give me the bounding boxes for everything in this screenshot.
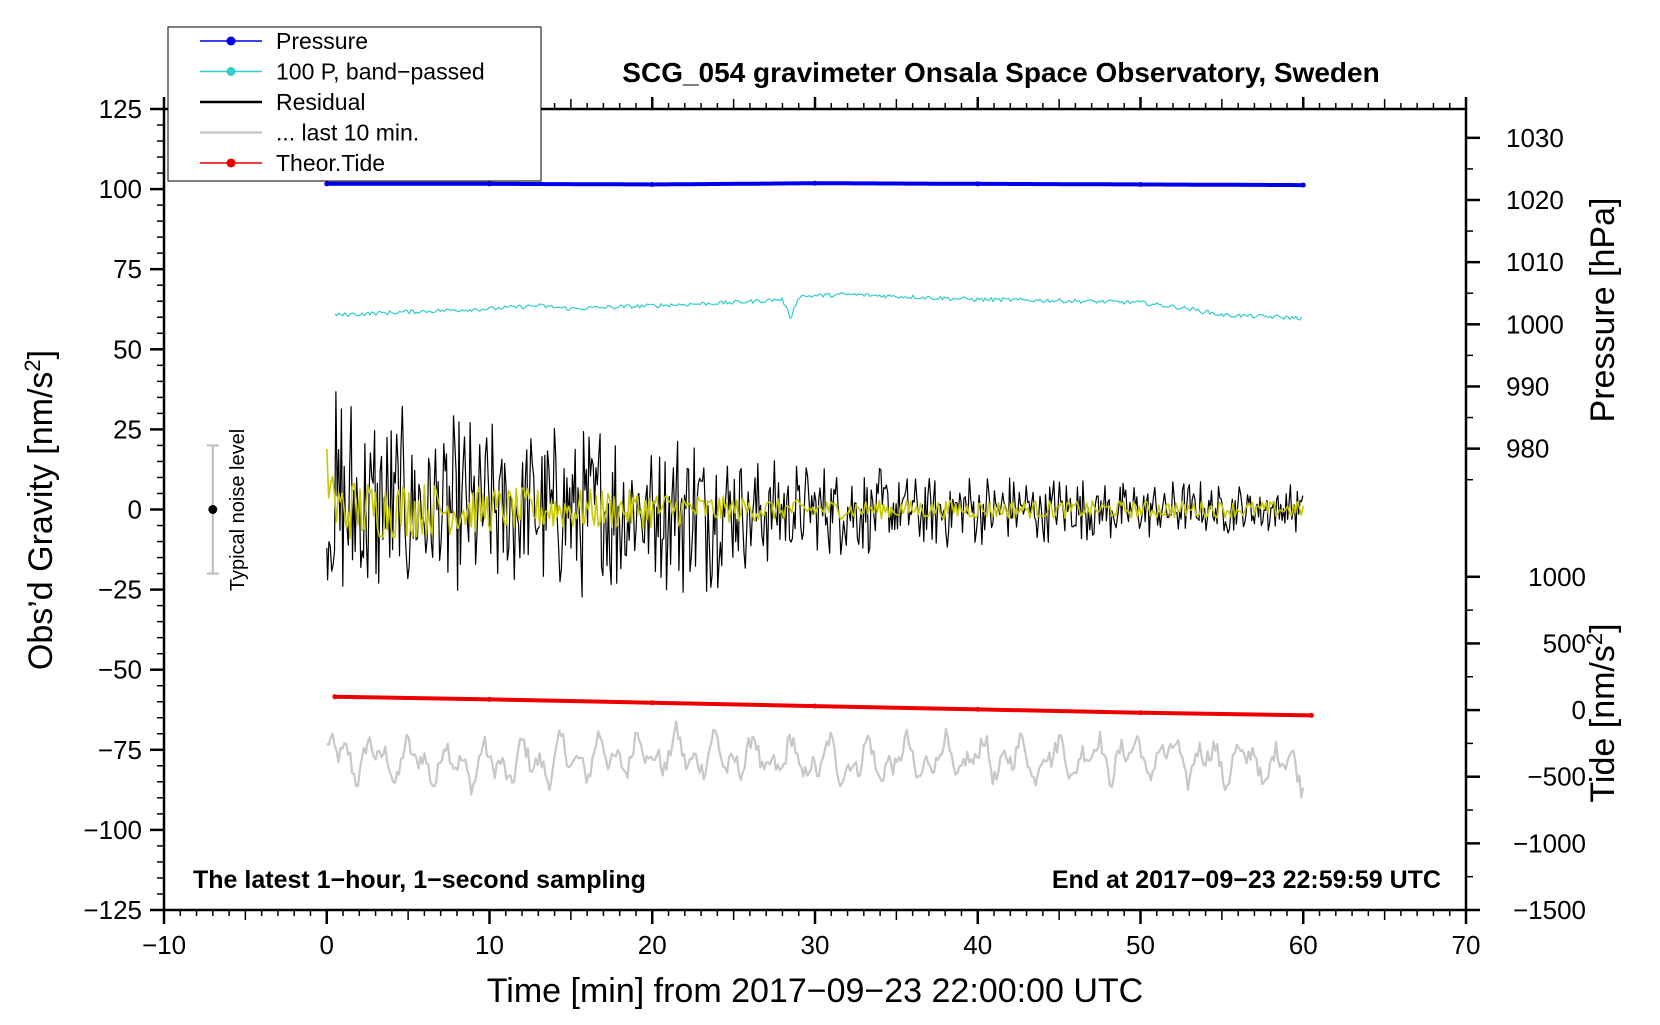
tide-point	[975, 706, 981, 712]
tide-point	[1138, 710, 1143, 716]
pressure-point	[1138, 181, 1143, 187]
tide-tick-label: 0	[1572, 695, 1586, 725]
y-tick-label-left: 50	[113, 334, 142, 364]
y-axis-label-tide-close: ]	[1584, 623, 1622, 632]
pressure-point	[812, 180, 818, 186]
y-tick-label-left: 0	[128, 495, 142, 525]
series-layer	[324, 180, 1314, 799]
x-tick-label: 70	[1452, 930, 1481, 960]
pressure-point	[649, 181, 655, 187]
noise-label: Typical noise level	[227, 429, 249, 591]
chart-title: SCG_054 gravimeter Onsala Space Observat…	[622, 57, 1379, 88]
annotation-right: End at 2017−09−23 22:59:59 UTC	[1052, 866, 1441, 894]
y-tick-label-left: 75	[113, 254, 142, 284]
x-tick-label: −10	[142, 930, 186, 960]
series-pressure-bandpassed	[334, 292, 1303, 321]
x-tick-label: 60	[1289, 930, 1318, 960]
x-axis-label: Time [min] from 2017−09−23 22:00:00 UTC	[487, 972, 1143, 1010]
legend-swatch-dot	[226, 36, 236, 46]
tide-point	[332, 694, 338, 700]
legend-box	[167, 26, 542, 182]
y-tick-label-left: 100	[99, 174, 142, 204]
tide-point	[649, 700, 655, 706]
y-axis-label-left-main: Obs’d Gravity [nm/s	[22, 372, 60, 671]
series-last-10-min	[326, 720, 1305, 799]
axes-layer: −10 0 10 20 30 40 50 60 701251007550250−25−50−75…	[83, 94, 1586, 960]
y-axis-label-pressure: Pressure [hPa]	[1584, 198, 1622, 423]
series-filtered-residual	[326, 448, 1304, 540]
tide-tick-label: −1000	[1513, 828, 1586, 858]
y-axis-label-left-close: ]	[22, 350, 60, 359]
pressure-point	[324, 181, 330, 187]
series-residual	[326, 391, 1304, 598]
pressure-tick-label: 1000	[1506, 309, 1564, 339]
x-tick-label: 40	[963, 930, 992, 960]
pressure-tick-label: 1010	[1506, 247, 1564, 277]
y-tick-label-left: −125	[83, 895, 142, 925]
pressure-point	[1300, 182, 1306, 188]
x-tick-label: 10	[475, 930, 504, 960]
tide-tick-label: −500	[1527, 762, 1586, 792]
legend: Pressure 100 P, band−passed Residual ... la…	[167, 26, 542, 182]
legend-label: Residual	[276, 89, 366, 115]
y-tick-label-left: 25	[113, 414, 142, 444]
x-tick-label: 20	[638, 930, 667, 960]
pressure-tick-label: 990	[1506, 371, 1549, 401]
tide-point	[487, 696, 492, 702]
legend-label: ... last 10 min.	[276, 120, 419, 146]
y-tick-label-left: −50	[98, 655, 142, 685]
tide-tick-label: −1500	[1513, 895, 1586, 925]
legend-swatch-dot	[226, 67, 236, 76]
legend-label: Pressure	[276, 28, 368, 54]
noise-bar-center	[208, 505, 218, 514]
y-axis-label-left-exp: 2	[20, 359, 45, 371]
tide-tick-label: 1000	[1528, 562, 1586, 592]
tide-tick-label: 500	[1543, 628, 1586, 658]
legend-swatch-dot	[226, 158, 236, 168]
y-axis-label-left: Obs’d Gravity [nm/s2]	[20, 350, 60, 670]
y-tick-label-left: −25	[98, 575, 142, 605]
tide-point	[812, 703, 818, 709]
y-axis-label-tide-exp: 2	[1582, 633, 1607, 645]
y-tick-label-left: −75	[98, 735, 142, 765]
y-tick-label-left: 125	[99, 94, 142, 124]
y-axis-label-tide-main: Tide [nm/s	[1584, 645, 1622, 802]
annotation-left: The latest 1−hour, 1−second sampling	[193, 866, 646, 894]
y-axis-label-tide: Tide [nm/s2]	[1582, 623, 1622, 802]
pressure-tick-label: 1020	[1506, 185, 1564, 215]
y-tick-label-left: −100	[83, 815, 142, 845]
pressure-point	[487, 181, 492, 187]
tide-point	[1308, 712, 1314, 718]
x-tick-label: 30	[801, 930, 830, 960]
x-tick-label: 0	[320, 930, 334, 960]
pressure-point	[975, 181, 981, 187]
series-theoretical-tide	[334, 694, 1312, 718]
x-tick-label: 50	[1126, 930, 1155, 960]
legend-label: 100 P, band−passed	[276, 59, 485, 85]
legend-label: Theor.Tide	[276, 150, 385, 176]
pressure-tick-label: 980	[1506, 434, 1549, 464]
legend-items: Pressure 100 P, band−passed Residual ... la…	[200, 28, 485, 176]
pressure-tick-label: 1030	[1506, 123, 1564, 153]
